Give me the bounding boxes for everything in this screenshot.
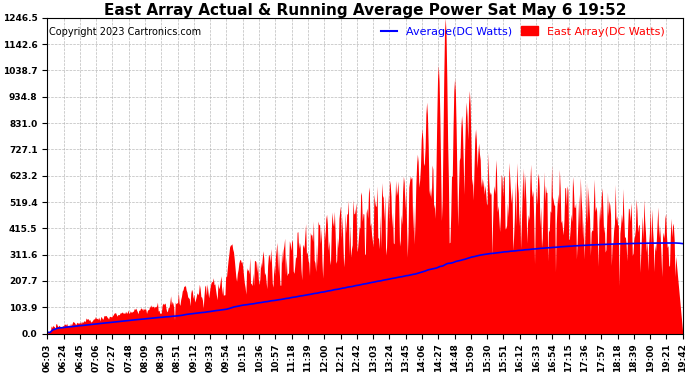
Text: Copyright 2023 Cartronics.com: Copyright 2023 Cartronics.com xyxy=(48,27,201,37)
Legend: Average(DC Watts), East Array(DC Watts): Average(DC Watts), East Array(DC Watts) xyxy=(376,22,669,41)
Title: East Array Actual & Running Average Power Sat May 6 19:52: East Array Actual & Running Average Powe… xyxy=(104,3,627,18)
